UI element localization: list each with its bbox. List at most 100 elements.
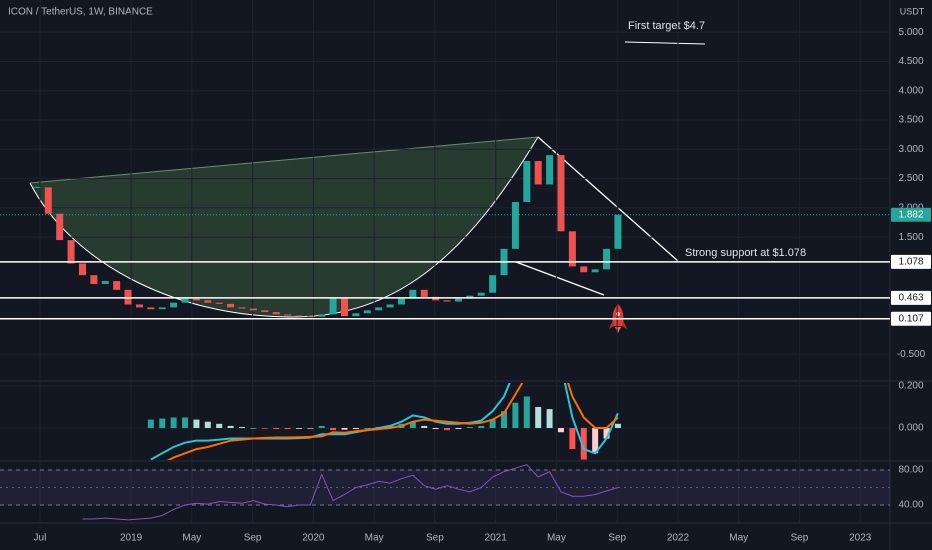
macd-line bbox=[150, 383, 619, 460]
candle bbox=[557, 155, 565, 232]
candle bbox=[135, 304, 143, 308]
macd-histogram-bar bbox=[580, 428, 587, 460]
candle bbox=[192, 298, 200, 301]
pane bbox=[147, 383, 621, 460]
candle bbox=[181, 298, 189, 303]
y-tick-label: 3.000 bbox=[898, 144, 923, 155]
price-badge-label: 1.882 bbox=[898, 209, 923, 220]
candle bbox=[568, 231, 576, 267]
candle bbox=[284, 314, 292, 316]
price-badge-label: 0.107 bbox=[898, 313, 923, 324]
macd-histogram-bar bbox=[603, 428, 610, 439]
x-tick-label: May bbox=[547, 533, 566, 544]
macd-histogram-bar bbox=[341, 428, 348, 430]
candle bbox=[238, 307, 246, 309]
y-tick-label: 0.000 bbox=[898, 423, 923, 434]
candle bbox=[261, 310, 269, 313]
macd-histogram-bar bbox=[364, 428, 371, 429]
price-badge bbox=[891, 311, 931, 326]
x-tick-label: May bbox=[365, 533, 384, 544]
candle bbox=[67, 240, 75, 264]
candle bbox=[295, 315, 303, 317]
candle bbox=[90, 275, 98, 284]
macd-histogram-bar bbox=[261, 428, 268, 429]
chart-title: ICON / TetherUS, 1W, BINANCE bbox=[8, 7, 153, 18]
y-tick-label: -0.500 bbox=[897, 349, 926, 360]
candle bbox=[33, 186, 41, 188]
candle bbox=[158, 307, 166, 310]
cup-rim bbox=[29, 136, 539, 184]
price-badge bbox=[891, 290, 931, 305]
x-tick-label: Sep bbox=[791, 533, 809, 544]
macd-histogram-bar bbox=[557, 428, 564, 433]
macd-histogram-bar bbox=[387, 425, 394, 429]
x-tick-label: Jul bbox=[34, 533, 47, 544]
x-tick-label: Sep bbox=[608, 533, 626, 544]
candle bbox=[580, 266, 588, 273]
candle bbox=[443, 300, 451, 302]
y-tick-label: 5.000 bbox=[898, 27, 923, 38]
macd-histogram-bar bbox=[614, 423, 621, 429]
macd-histogram-bar bbox=[535, 406, 542, 429]
candle bbox=[78, 263, 86, 276]
y-tick-label: 3.500 bbox=[898, 115, 923, 126]
candle bbox=[409, 289, 417, 299]
macd-histogram-bar bbox=[569, 428, 576, 450]
target-underline bbox=[624, 41, 706, 45]
macd-histogram-bar bbox=[478, 425, 485, 429]
candle bbox=[204, 300, 212, 303]
y-tick-label: 2.500 bbox=[898, 173, 923, 184]
macd-histogram-bar bbox=[227, 425, 234, 429]
x-tick-label: May bbox=[729, 533, 748, 544]
macd-histogram-bar bbox=[170, 417, 177, 429]
macd-histogram-bar bbox=[444, 428, 451, 431]
annotation: Strong support at $1.078 bbox=[685, 247, 806, 259]
candle bbox=[591, 269, 599, 273]
candle bbox=[397, 298, 405, 305]
candle bbox=[318, 314, 326, 317]
candle bbox=[341, 298, 349, 317]
macd-histogram-bar bbox=[432, 428, 439, 430]
cup-fill bbox=[30, 137, 538, 318]
candle bbox=[420, 289, 428, 297]
macd-histogram-bar bbox=[250, 428, 257, 429]
macd-histogram-bar bbox=[159, 418, 166, 429]
y-tick-label: 4.500 bbox=[898, 56, 923, 67]
macd-histogram-bar bbox=[592, 428, 599, 454]
macd-histogram-bar bbox=[546, 409, 553, 429]
macd-histogram-bar bbox=[193, 419, 200, 429]
macd-histogram-bar bbox=[295, 428, 302, 429]
candle bbox=[363, 310, 371, 314]
macd-histogram-bar bbox=[318, 425, 325, 429]
candle bbox=[272, 312, 280, 315]
candle bbox=[44, 187, 52, 214]
candle bbox=[546, 155, 554, 185]
x-tick-label: 2021 bbox=[485, 533, 508, 544]
candle bbox=[215, 302, 223, 304]
candle bbox=[170, 302, 178, 308]
y-tick-label: 40.00 bbox=[898, 500, 923, 511]
candle bbox=[352, 313, 360, 317]
macd-histogram-bar bbox=[523, 396, 530, 429]
macd-line bbox=[167, 383, 619, 460]
macd-histogram-bar bbox=[512, 402, 519, 429]
candle bbox=[603, 248, 611, 270]
macd-histogram-bar bbox=[330, 428, 337, 431]
candle bbox=[386, 304, 394, 308]
macd-histogram-bar bbox=[216, 423, 223, 429]
macd-histogram-bar bbox=[455, 428, 462, 430]
y-tick-label: 4.000 bbox=[898, 85, 923, 96]
candle bbox=[101, 281, 109, 284]
macd-histogram-bar bbox=[489, 419, 496, 429]
candle bbox=[56, 213, 64, 241]
candle bbox=[614, 214, 622, 249]
candle bbox=[227, 303, 235, 308]
candle bbox=[375, 307, 383, 311]
y-tick-label: 0.200 bbox=[898, 381, 923, 392]
x-tick-label: 2022 bbox=[667, 533, 690, 544]
macd-histogram-bar bbox=[307, 428, 314, 429]
y-tick-label: 80.00 bbox=[898, 465, 923, 476]
pane bbox=[82, 464, 619, 521]
